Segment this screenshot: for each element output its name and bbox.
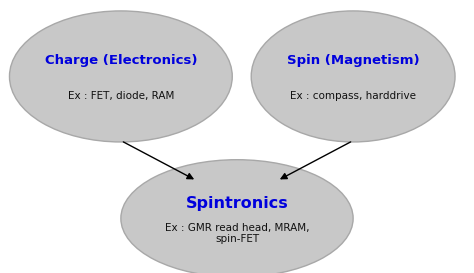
Ellipse shape — [121, 160, 353, 273]
Text: Ex : GMR read head, MRAM,
spin-FET: Ex : GMR read head, MRAM, spin-FET — [165, 222, 309, 244]
Text: Charge (Electronics): Charge (Electronics) — [45, 54, 197, 67]
Text: Spintronics: Spintronics — [186, 196, 288, 211]
Text: Spin (Magnetism): Spin (Magnetism) — [287, 54, 419, 67]
Text: Ex : FET, diode, RAM: Ex : FET, diode, RAM — [68, 91, 174, 100]
Ellipse shape — [251, 11, 455, 142]
Text: Ex : compass, harddrive: Ex : compass, harddrive — [290, 91, 416, 100]
Ellipse shape — [9, 11, 232, 142]
